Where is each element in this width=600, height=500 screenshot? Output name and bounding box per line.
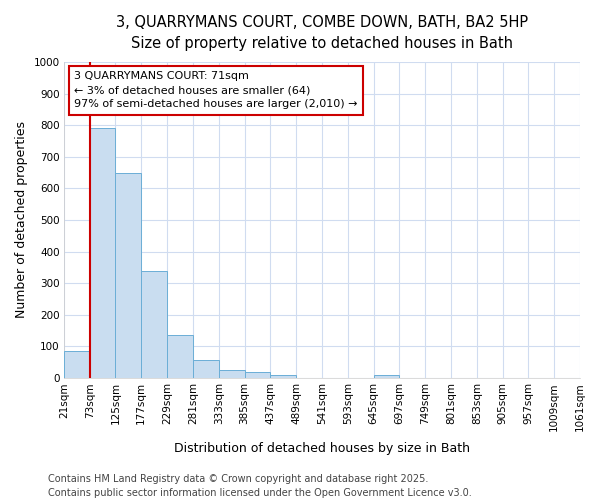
Text: 3 QUARRYMANS COURT: 71sqm
← 3% of detached houses are smaller (64)
97% of semi-d: 3 QUARRYMANS COURT: 71sqm ← 3% of detach… bbox=[74, 72, 358, 110]
Bar bbox=[193, 360, 218, 378]
X-axis label: Distribution of detached houses by size in Bath: Distribution of detached houses by size … bbox=[174, 442, 470, 455]
Bar bbox=[89, 128, 115, 378]
Bar bbox=[374, 375, 400, 378]
Bar bbox=[245, 372, 271, 378]
Bar bbox=[141, 271, 167, 378]
Bar bbox=[64, 351, 89, 378]
Title: 3, QUARRYMANS COURT, COMBE DOWN, BATH, BA2 5HP
Size of property relative to deta: 3, QUARRYMANS COURT, COMBE DOWN, BATH, B… bbox=[116, 15, 528, 51]
Bar bbox=[167, 336, 193, 378]
Bar bbox=[271, 375, 296, 378]
Bar bbox=[218, 370, 245, 378]
Text: Contains HM Land Registry data © Crown copyright and database right 2025.
Contai: Contains HM Land Registry data © Crown c… bbox=[48, 474, 472, 498]
Y-axis label: Number of detached properties: Number of detached properties bbox=[15, 122, 28, 318]
Bar bbox=[115, 172, 141, 378]
